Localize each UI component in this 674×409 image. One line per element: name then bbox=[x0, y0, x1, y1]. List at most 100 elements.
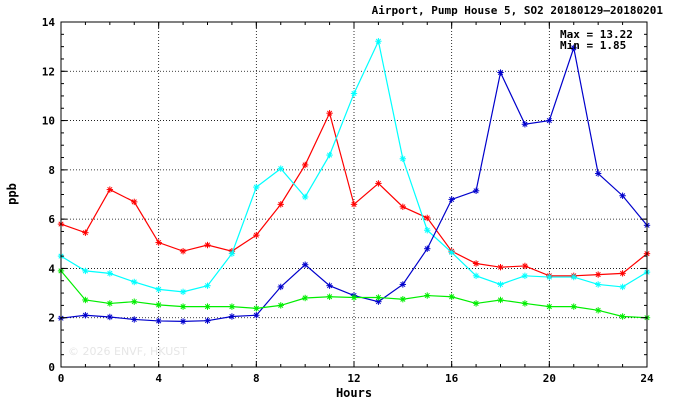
marker-stroke bbox=[522, 300, 528, 307]
data-point bbox=[326, 293, 333, 300]
data-point bbox=[106, 300, 114, 307]
marker-stroke bbox=[473, 260, 479, 267]
marker-stroke bbox=[375, 180, 382, 187]
marker-stroke bbox=[156, 239, 162, 246]
marker-stroke bbox=[326, 152, 333, 158]
data-point bbox=[326, 109, 333, 117]
data-point bbox=[228, 250, 236, 257]
data-point bbox=[546, 117, 553, 124]
marker-stroke bbox=[449, 196, 455, 203]
data-point bbox=[570, 303, 577, 310]
data-point bbox=[424, 292, 431, 299]
data-point bbox=[619, 192, 626, 199]
marker-stroke bbox=[229, 313, 235, 320]
marker-stroke bbox=[204, 283, 211, 289]
marker-stroke bbox=[449, 249, 455, 256]
data-point bbox=[326, 151, 333, 159]
marker-stroke bbox=[571, 304, 577, 310]
marker-stroke bbox=[156, 302, 162, 308]
marker-stroke bbox=[375, 294, 382, 301]
marker-stroke bbox=[326, 294, 333, 300]
data-point bbox=[277, 283, 284, 291]
max-label: Max = 13.22 bbox=[560, 28, 633, 41]
data-point bbox=[179, 303, 187, 310]
data-point bbox=[106, 270, 114, 277]
marker-stroke bbox=[400, 204, 406, 210]
data-point bbox=[375, 294, 382, 301]
marker-stroke bbox=[326, 110, 333, 116]
marker-stroke bbox=[595, 307, 601, 313]
x-tick-label: 20 bbox=[543, 372, 556, 385]
marker-stroke bbox=[131, 299, 137, 305]
marker-stroke bbox=[546, 304, 552, 310]
x-axis: 0 4 8 12 16 20 24 bbox=[58, 22, 654, 385]
y-tick-label: 8 bbox=[48, 164, 55, 177]
marker-stroke bbox=[546, 274, 552, 280]
marker-stroke bbox=[473, 188, 479, 194]
data-point bbox=[424, 214, 431, 222]
data-point bbox=[253, 305, 260, 312]
data-point bbox=[375, 180, 382, 187]
marker-stroke bbox=[619, 193, 626, 199]
data-point bbox=[277, 201, 284, 208]
data-point bbox=[448, 293, 455, 300]
series-layer bbox=[57, 38, 651, 325]
data-point bbox=[594, 271, 602, 278]
marker-stroke bbox=[278, 166, 284, 172]
data-point bbox=[82, 296, 89, 304]
y-tick-label: 14 bbox=[42, 16, 56, 29]
marker-stroke bbox=[302, 162, 308, 168]
marker-stroke bbox=[424, 246, 430, 252]
marker-stroke bbox=[497, 264, 504, 270]
marker-stroke bbox=[424, 292, 430, 299]
grid-lines bbox=[61, 22, 647, 367]
data-point bbox=[277, 165, 284, 172]
marker-stroke bbox=[278, 284, 284, 290]
y-tick-label: 6 bbox=[48, 213, 55, 226]
marker-stroke bbox=[180, 289, 186, 295]
data-point bbox=[301, 261, 309, 268]
chart-title: Airport, Pump House 5, SO2 20180129–2018… bbox=[372, 4, 664, 17]
data-point bbox=[619, 270, 626, 277]
data-point bbox=[594, 307, 602, 314]
data-point bbox=[619, 313, 626, 320]
data-point bbox=[301, 294, 309, 302]
marker-stroke bbox=[497, 69, 504, 76]
marker-stroke bbox=[253, 232, 259, 238]
x-tick-label: 0 bbox=[58, 372, 65, 385]
x-tick-label: 4 bbox=[155, 372, 162, 385]
marker-stroke bbox=[619, 313, 626, 320]
data-point bbox=[546, 303, 553, 310]
data-point bbox=[350, 294, 358, 301]
data-point bbox=[570, 44, 577, 52]
marker-stroke bbox=[131, 199, 137, 205]
marker-stroke bbox=[253, 305, 259, 311]
data-point bbox=[472, 260, 480, 267]
data-point bbox=[448, 196, 455, 203]
data-point bbox=[497, 296, 504, 304]
marker-stroke bbox=[351, 90, 357, 97]
y-tick-label: 10 bbox=[42, 115, 55, 128]
y-tick-label: 4 bbox=[48, 262, 55, 275]
marker-stroke bbox=[180, 248, 186, 254]
data-point bbox=[204, 241, 211, 249]
marker-stroke bbox=[107, 186, 113, 193]
data-point bbox=[301, 193, 309, 201]
data-point bbox=[399, 281, 407, 288]
y-tick-label: 12 bbox=[42, 65, 55, 78]
marker-stroke bbox=[351, 201, 357, 207]
data-point bbox=[204, 303, 211, 310]
marker-stroke bbox=[595, 170, 601, 177]
data-point bbox=[472, 187, 480, 195]
marker-stroke bbox=[204, 242, 211, 248]
data-point bbox=[253, 231, 260, 239]
marker-stroke bbox=[619, 284, 626, 290]
marker-stroke bbox=[107, 270, 113, 276]
marker-stroke bbox=[229, 304, 235, 310]
data-point bbox=[521, 300, 529, 307]
marker-stroke bbox=[497, 281, 504, 288]
marker-stroke bbox=[180, 304, 186, 310]
data-point bbox=[131, 278, 138, 286]
marker-stroke bbox=[204, 304, 211, 310]
marker-stroke bbox=[571, 274, 577, 280]
